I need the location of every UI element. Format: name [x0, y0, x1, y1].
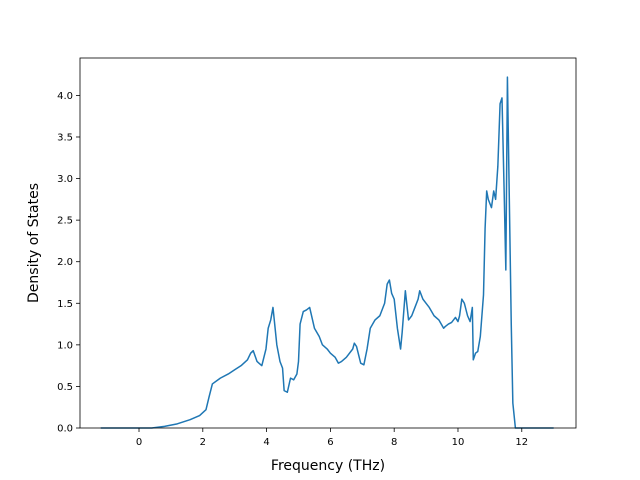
x-tick-label: 12 [515, 437, 528, 448]
series-line-0 [100, 76, 554, 429]
y-tick-label: 0.5 [57, 382, 73, 393]
x-tick-label: 8 [391, 437, 397, 448]
series-layer [100, 76, 554, 429]
x-tick-label: 0 [136, 437, 142, 448]
y-axis-ticks: 0.0 0.5 1.0 1.5 2.0 2.5 3.0 3.5 4.0 [57, 91, 80, 435]
x-tick-label: 2 [200, 437, 206, 448]
y-tick-label: 2.0 [57, 257, 73, 268]
y-tick-label: 2.5 [57, 216, 73, 227]
plot-frame [79, 57, 577, 429]
y-tick-label: 4.0 [57, 91, 73, 102]
y-tick-label: 1.0 [57, 340, 73, 351]
plot-area [80, 58, 576, 428]
x-tick-label: 4 [263, 437, 269, 448]
y-tick-label: 3.0 [57, 174, 73, 185]
x-tick-label: 6 [327, 437, 333, 448]
y-axis-label: Density of States [26, 183, 42, 303]
x-axis-ticks: 0 2 4 6 8 10 12 [136, 428, 528, 448]
x-tick-label: 10 [452, 437, 465, 448]
x-axis-label: Frequency (THz) [271, 458, 385, 474]
y-tick-label: 1.5 [57, 299, 73, 310]
y-tick-label: 3.5 [57, 132, 73, 143]
y-tick-label: 0.0 [57, 424, 73, 435]
